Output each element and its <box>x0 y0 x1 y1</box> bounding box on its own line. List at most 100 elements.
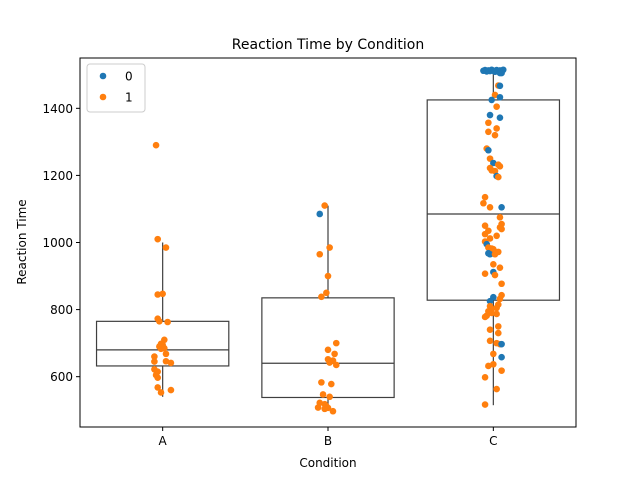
point-group-0 <box>486 111 494 119</box>
point-group-0 <box>316 210 324 218</box>
y-tick-label: 800 <box>50 303 73 317</box>
point-group-1 <box>154 384 162 391</box>
point-group-0 <box>486 297 494 305</box>
point-group-1 <box>481 270 489 277</box>
point-group-1 <box>151 353 158 360</box>
point-group-0 <box>498 340 505 348</box>
point-group-1 <box>496 295 504 303</box>
point-group-1 <box>491 271 499 279</box>
point-group-1 <box>490 350 497 358</box>
point-group-1 <box>326 393 333 401</box>
y-tick-label: 1200 <box>42 169 73 183</box>
point-group-1 <box>324 404 332 412</box>
point-group-0 <box>498 203 505 211</box>
point-group-1 <box>151 358 158 365</box>
point-group-0 <box>485 146 492 154</box>
point-group-1 <box>490 261 497 268</box>
point-group-1 <box>324 272 332 280</box>
point-group-1 <box>481 230 489 238</box>
chart-title: Reaction Time by Condition <box>232 37 424 53</box>
point-group-1 <box>494 329 502 337</box>
point-group-1 <box>486 337 494 345</box>
x-tick-label: C <box>489 434 497 448</box>
point-group-1 <box>481 313 489 321</box>
point-group-1 <box>496 264 504 271</box>
point-group-1 <box>167 359 175 367</box>
y-tick-label: 600 <box>50 370 73 384</box>
legend-marker <box>99 72 107 80</box>
point-group-0 <box>490 159 497 167</box>
point-group-1 <box>494 173 502 181</box>
point-group-1 <box>493 103 500 110</box>
point-group-1 <box>326 359 333 366</box>
point-group-1 <box>496 163 504 170</box>
y-axis-label: Reaction Time <box>15 199 29 284</box>
point-group-1 <box>332 361 340 369</box>
point-group-1 <box>491 91 499 99</box>
point-group-1 <box>493 310 500 318</box>
point-group-1 <box>498 367 505 374</box>
point-group-1 <box>318 293 325 301</box>
x-axis-label: Condition <box>299 456 356 470</box>
point-group-1 <box>319 391 327 398</box>
point-group-1 <box>486 203 494 211</box>
point-group-1 <box>332 339 340 347</box>
point-group-1 <box>491 167 499 175</box>
point-group-0 <box>486 250 494 258</box>
point-group-1 <box>154 291 162 298</box>
box-iqr <box>95 320 230 367</box>
point-group-1 <box>167 386 175 394</box>
point-group-1 <box>491 131 499 139</box>
plot-area <box>95 66 561 415</box>
x-tick-label: B <box>324 434 332 448</box>
x-tick-label: A <box>159 434 168 448</box>
axes: 600 800 1000 1200 1400 A B C <box>42 102 497 448</box>
point-group-1 <box>486 326 494 334</box>
point-group-1 <box>154 235 162 243</box>
point-group-0 <box>496 114 504 122</box>
point-group-1 <box>321 202 328 209</box>
point-group-1 <box>162 357 170 365</box>
point-group-1 <box>326 244 333 251</box>
point-group-1 <box>161 344 168 352</box>
point-group-0 <box>496 82 504 90</box>
point-group-1 <box>316 250 324 258</box>
point-group-1 <box>493 125 500 132</box>
legend-label: 0 <box>125 70 133 84</box>
point-group-1 <box>481 401 489 408</box>
point-group-1 <box>498 225 505 233</box>
point-group-1 <box>496 214 504 221</box>
point-group-1 <box>328 380 335 388</box>
legend-marker <box>99 93 107 101</box>
point-group-1 <box>159 290 166 298</box>
point-group-1 <box>157 389 165 396</box>
legend: 01 <box>86 63 146 113</box>
point-group-1 <box>485 128 492 136</box>
point-group-1 <box>485 362 492 370</box>
point-group-1 <box>331 350 338 358</box>
point-group-1 <box>318 379 325 386</box>
point-group-1 <box>485 119 492 127</box>
point-group-1 <box>491 250 499 258</box>
point-group-1 <box>480 199 487 207</box>
point-group-1 <box>493 304 500 312</box>
point-group-0 <box>496 69 504 77</box>
point-group-1 <box>494 323 502 330</box>
point-group-1 <box>152 141 160 149</box>
point-group-1 <box>493 232 500 240</box>
point-group-1 <box>498 280 505 288</box>
point-group-1 <box>162 350 170 358</box>
point-group-1 <box>314 404 322 411</box>
point-group-1 <box>329 407 337 415</box>
point-group-1 <box>481 193 489 201</box>
point-group-1 <box>164 318 171 326</box>
point-group-1 <box>481 222 489 230</box>
point-group-1 <box>488 309 495 317</box>
point-group-1 <box>486 235 494 242</box>
point-group-1 <box>490 360 497 368</box>
legend-label: 1 <box>125 91 133 105</box>
point-group-1 <box>493 385 500 393</box>
point-group-1 <box>162 244 170 251</box>
point-group-1 <box>156 318 163 325</box>
